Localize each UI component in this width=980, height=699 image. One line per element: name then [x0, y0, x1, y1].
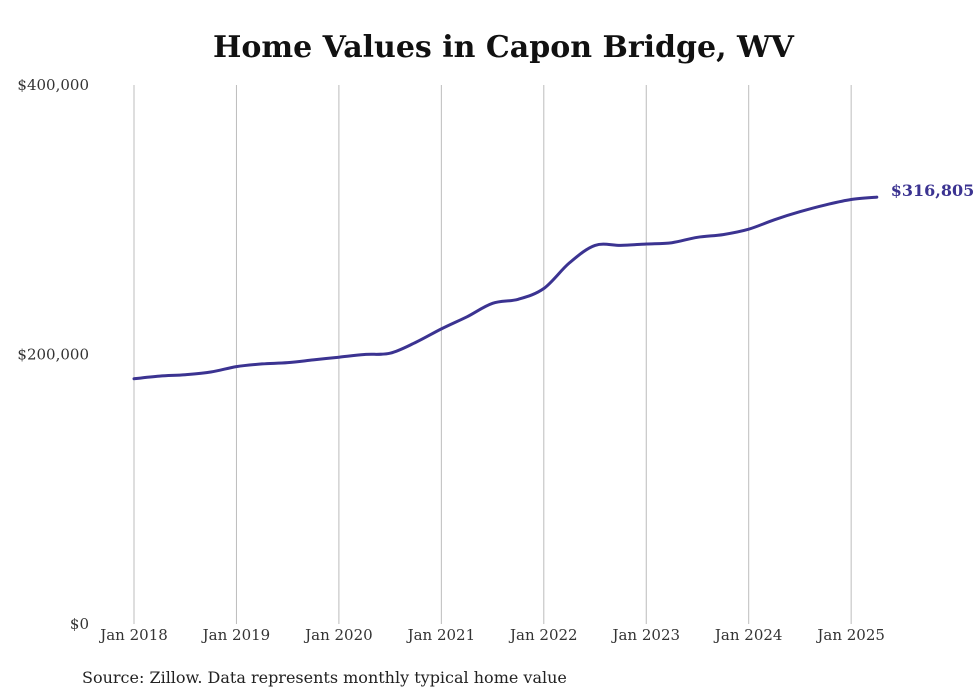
grid-lines: [133, 85, 852, 624]
x-tick-label: Jan 2025: [815, 626, 885, 644]
x-tick-label: Jan 2023: [610, 626, 680, 644]
x-tick-label: Jan 2020: [303, 626, 373, 644]
x-tick-label: Jan 2022: [508, 626, 578, 644]
y-tick-label: $200,000: [17, 346, 89, 364]
series-line: [132, 195, 879, 381]
x-tick-label: Jan 2024: [713, 626, 783, 644]
y-axis-ticks: $0 $200,000 $400,000: [17, 76, 89, 633]
y-tick-label: $400,000: [17, 76, 89, 94]
end-labels: $316,805: [891, 181, 975, 200]
x-axis-ticks: Jan 2018 Jan 2019 Jan 2020 Jan 2021 Jan 2022…: [98, 626, 885, 644]
chart-title: Home Values in Capon Bridge, WV: [213, 30, 794, 65]
x-tick-label: Jan 2019: [201, 626, 271, 644]
x-tick-label: Jan 2021: [406, 626, 476, 644]
x-tick-label: Jan 2018: [98, 626, 168, 644]
y-tick-label: $0: [70, 615, 89, 633]
end-value-label: $316,805: [891, 181, 975, 200]
series-lines: [132, 195, 879, 381]
source-note: Source: Zillow. Data represents monthly …: [82, 668, 567, 687]
